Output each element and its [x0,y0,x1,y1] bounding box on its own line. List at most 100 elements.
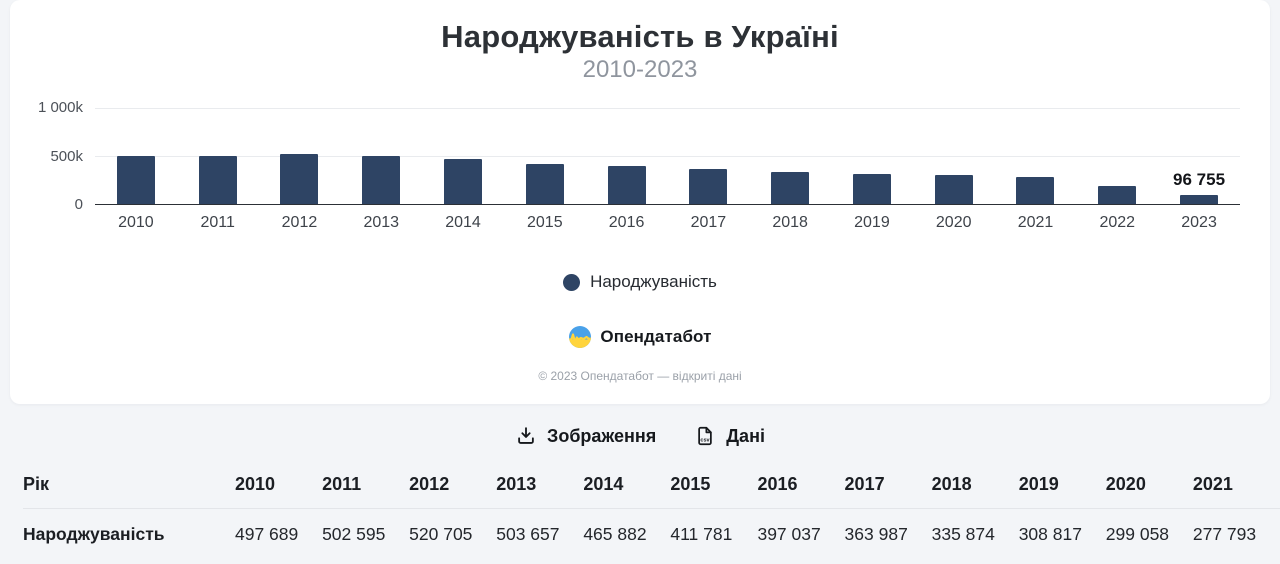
x-tick-2022: 2022 [1099,214,1136,231]
bar-2011[interactable] [198,155,237,204]
x-tick-2015: 2015 [527,214,563,231]
bar-slot [422,108,504,204]
legend-marker-icon [563,273,581,291]
x-tick-2014: 2014 [445,214,481,231]
table-header-2019: 2019 [1018,468,1106,509]
x-tick-2012: 2012 [281,214,318,231]
bar-slot [913,108,995,204]
table-data-row: Народжуваність 497 689 502 595 520 705 503 … [23,509,1280,546]
x-tick-2010: 2010 [118,214,154,231]
table-value-2012: 520 705 [409,524,473,544]
table-header-2015: 2015 [670,468,758,509]
brand-name: Опендатабот [600,327,712,346]
x-tick-2020: 2020 [935,214,972,231]
copyright-text: © 2023 Опендатабот — відкриті дані [538,369,742,383]
chart-card: Народжуваність в Україні 2010-2023 1 000… [10,0,1270,404]
x-tick-2011: 2011 [200,214,235,231]
download-icon [515,425,537,447]
download-image-button[interactable]: Зображення [515,425,656,447]
table-value-2013: 503 657 [496,524,560,544]
table-header-2013: 2013 [496,468,584,509]
bar-2010[interactable] [116,156,155,204]
y-tick-label: 0 [74,196,83,213]
table-header-2016: 2016 [757,468,845,509]
y-axis: 1 000k 500k 0 [13,99,83,213]
table-value-2014: 465 882 [583,524,647,544]
svg-text:csv: csv [701,438,711,444]
download-image-label: Зображення [547,425,657,446]
table-header-2011: 2011 [322,468,410,509]
bar-2016[interactable] [607,165,646,204]
x-tick-2017: 2017 [690,214,727,231]
bar-slot [95,108,177,204]
table-header-2018: 2018 [931,468,1019,509]
x-tick-2016: 2016 [608,214,645,231]
x-tick-2013: 2013 [363,214,400,231]
table-value-2018: 335 874 [931,524,995,544]
toolbar: Зображення csv Дані [0,404,1280,447]
bar-slot [259,108,341,204]
bar-2020[interactable] [934,175,973,204]
bar-2023[interactable] [1180,194,1219,204]
bar-slot [1076,108,1158,204]
bar-2013[interactable] [362,155,401,204]
bar-slot [177,108,259,204]
table-header-2017: 2017 [844,468,932,509]
bar-2019[interactable] [852,174,891,204]
table-value-2016: 397 037 [757,524,821,544]
page-title: Народжуваність в Україні [441,19,839,54]
table-value-2015: 411 781 [670,524,733,544]
table-header-2014: 2014 [583,468,671,509]
gridline [95,156,1240,157]
bar-2022[interactable] [1098,185,1137,204]
bar-slot [667,108,749,204]
bar-chart: 1 000k 500k 0 96 755 [38,99,1240,213]
download-data-label: Дані [726,425,765,446]
x-axis: 2010 2011 2012 2013 2014 2015 2016 2017 2018 2019… [95,214,1240,232]
bar-slot [504,108,586,204]
table-header-2010: 2010 [235,468,323,509]
x-tick-2023: 2023 [1181,214,1217,231]
chart-legend: Народжуваність [10,272,1270,292]
table-header-row: Рік 2010 2011 2012 2013 2014 2015 2016 2017 2018… [23,468,1280,509]
table-value-2019: 308 817 [1018,524,1082,544]
table-header-2012: 2012 [409,468,497,509]
download-data-button[interactable]: csv Дані [694,425,765,447]
bar-2021[interactable] [1016,177,1055,204]
table-header-2021: 2021 [1192,468,1280,509]
brand-row: Опендатабот [10,325,1270,349]
table-value-2011: 502 595 [322,524,386,544]
data-table: Рік 2010 2011 2012 2013 2014 2015 2016 2017 2018… [23,468,1280,545]
table-value-2017: 363 987 [844,524,908,544]
bar-2014[interactable] [444,159,483,204]
table-value-2020: 299 058 [1105,524,1170,544]
y-tick-label: 1 000k [37,99,83,116]
bar-slot [831,108,913,204]
table-value-2021: 277 793 [1192,524,1257,544]
x-tick-2019: 2019 [854,214,890,231]
x-tick-2021: 2021 [1017,214,1054,231]
csv-file-icon: csv [694,425,716,447]
bar-slot [586,108,668,204]
bar-2012[interactable] [280,154,319,204]
bar-2018[interactable] [771,171,810,204]
gridline [95,108,1240,109]
plot-area: 96 755 [95,108,1240,205]
table-header-year-col: Рік [23,468,235,509]
bar-2017[interactable] [689,169,728,204]
legend-label: Народжуваність [590,272,717,291]
x-tick-2018: 2018 [772,214,808,231]
page-subtitle: 2010-2023 [582,56,698,83]
bar-2015[interactable] [525,164,564,204]
bottom-panel: Зображення csv Дані Рік 2010 2011 2012 2013… [0,404,1280,564]
table-header-2020: 2020 [1105,468,1193,509]
bar-slot [749,108,831,204]
bar-slot: 96 755 [1158,108,1240,204]
y-tick-label: 500k [50,147,83,165]
bar-slot [340,108,422,204]
table-row-label: Народжуваність [23,524,165,544]
opendatabot-logo-icon [568,325,592,349]
bar-value-label: 96 755 [1173,169,1226,189]
table-value-2010: 497 689 [235,524,299,544]
bar-slot [995,108,1077,204]
